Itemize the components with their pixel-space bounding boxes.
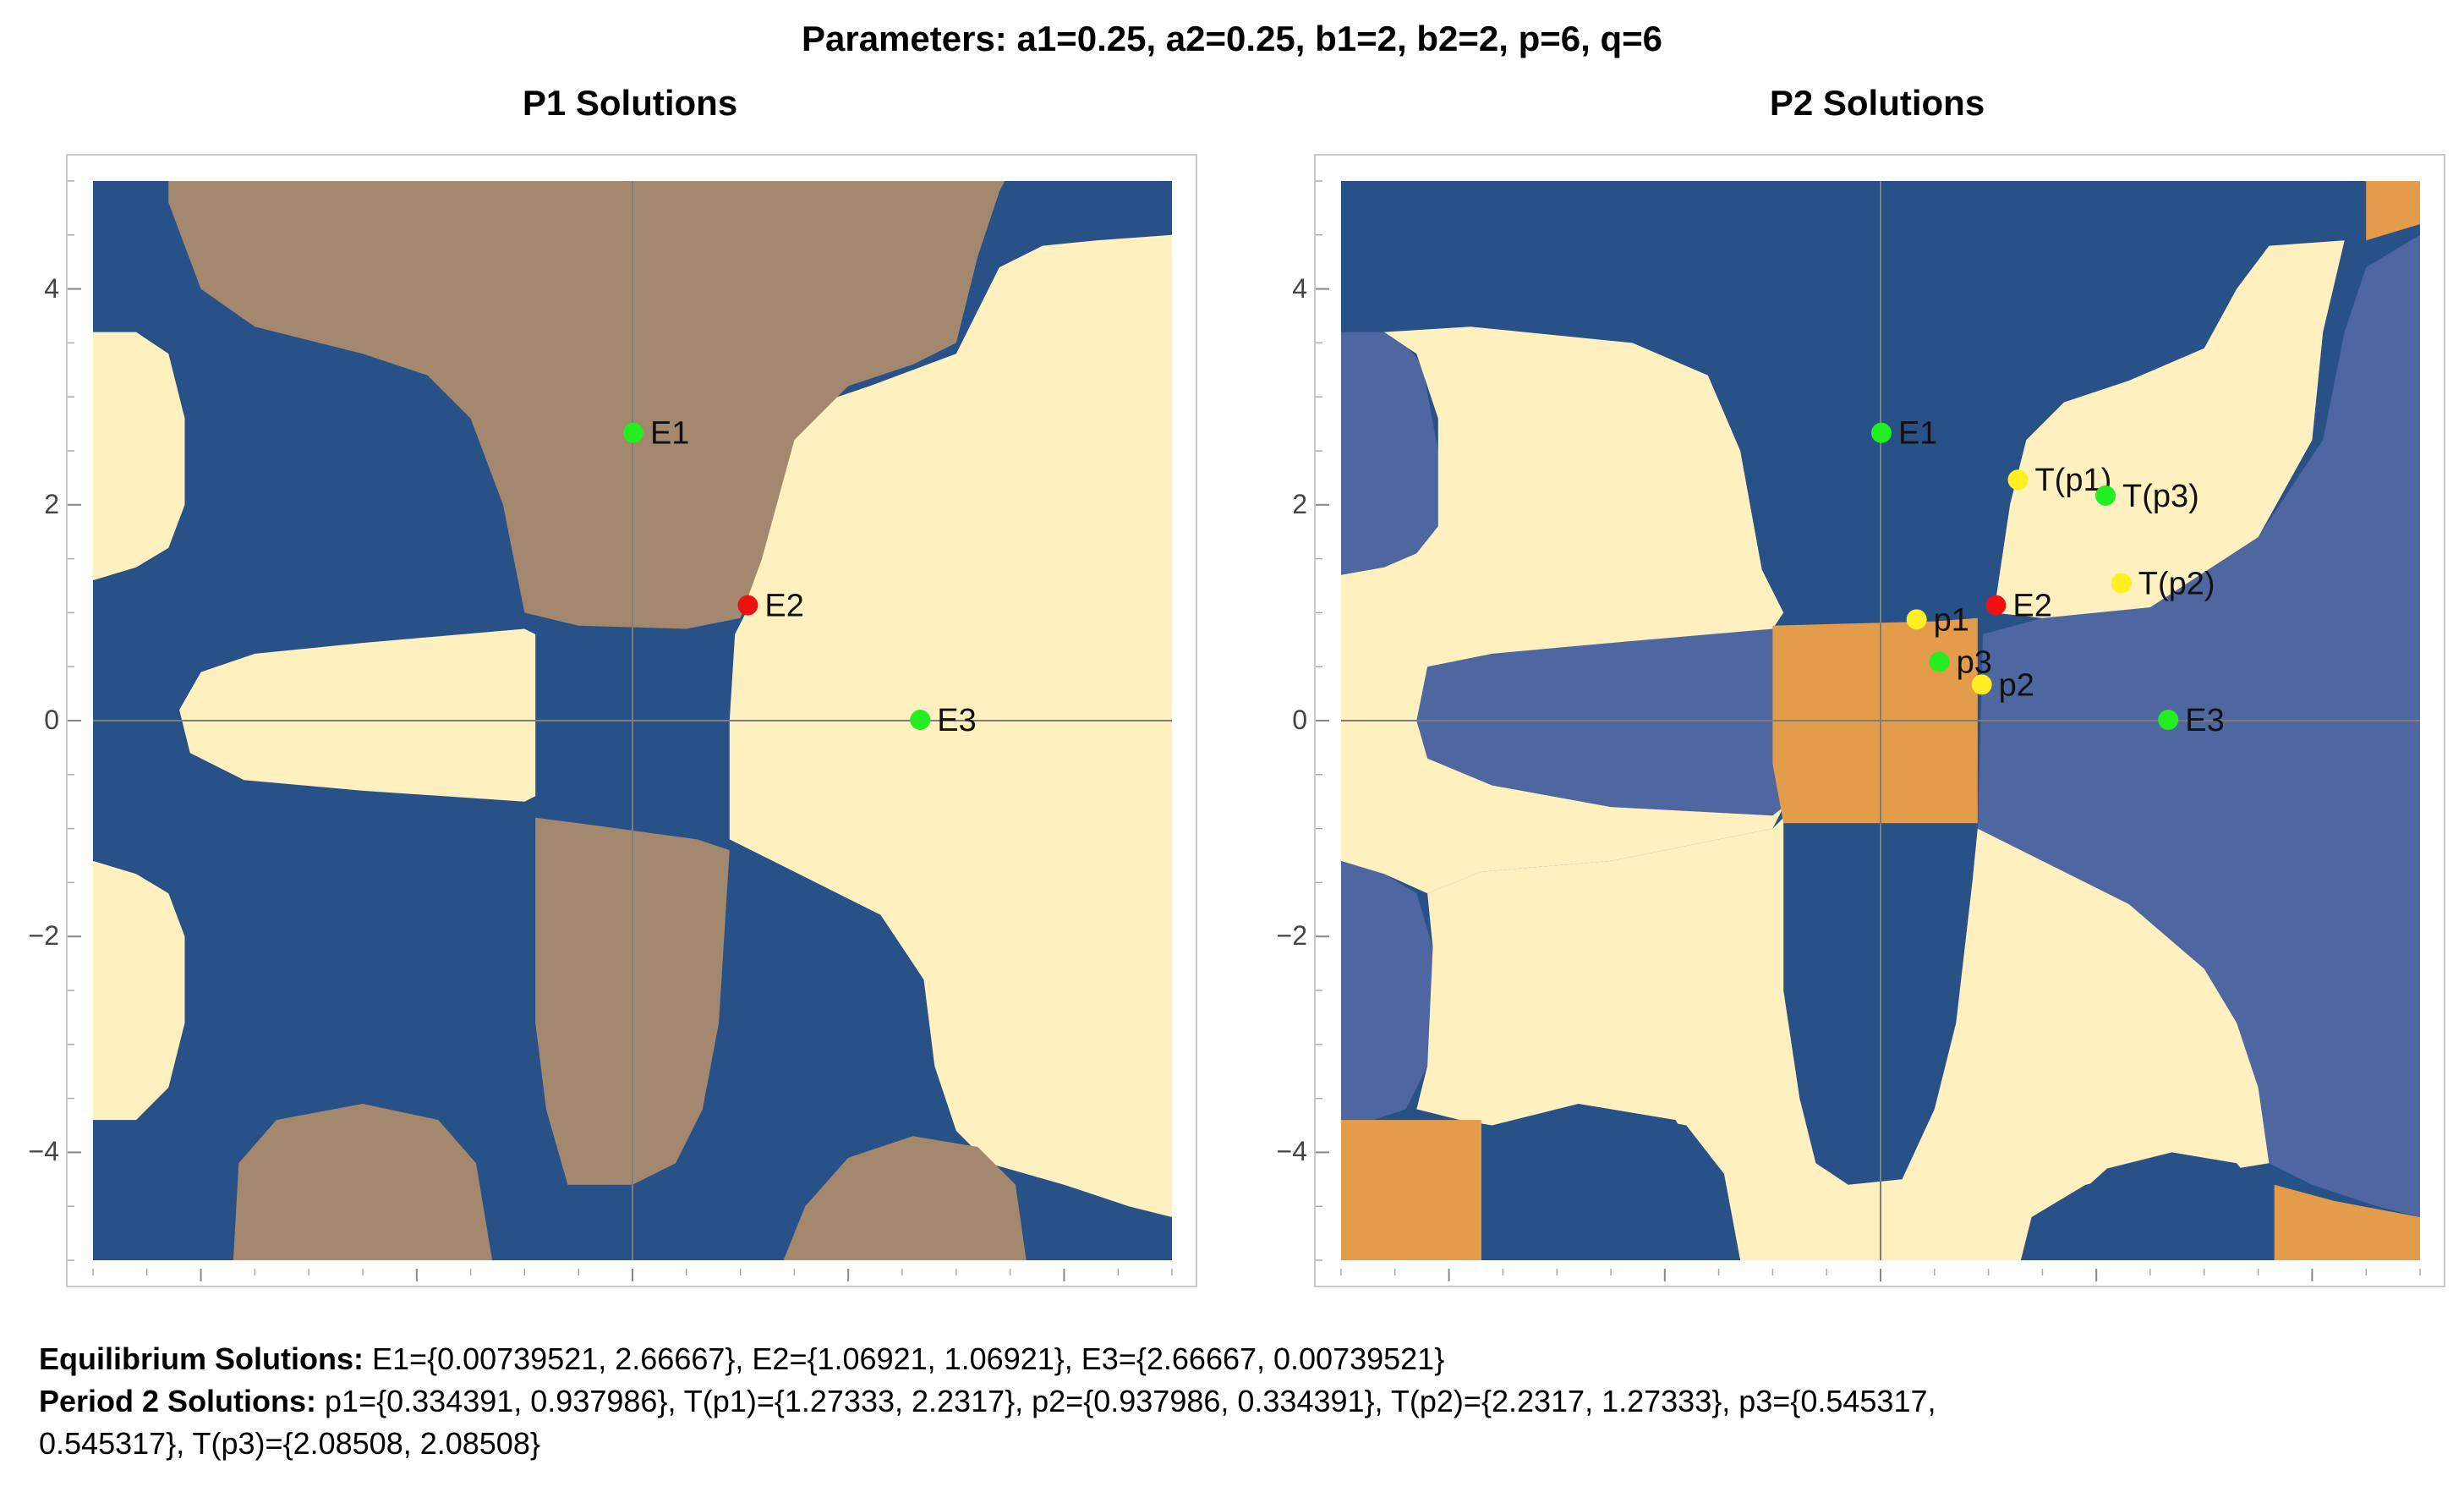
slate-region <box>1341 332 1438 575</box>
point-e3 <box>910 710 931 731</box>
cream-region <box>729 234 1172 1217</box>
point-label: p2 <box>1999 667 2034 703</box>
cream-region <box>93 332 185 581</box>
darkblue-region <box>1481 1109 1741 1260</box>
point-e3 <box>2158 710 2179 731</box>
point-p1 <box>1906 609 1927 630</box>
y-tick-label: 2 <box>44 488 59 519</box>
solution-points: E1 E2 E3 <box>622 416 977 738</box>
period2-caption: Period 2 Solutions: p1={0.334391, 0.9379… <box>39 1380 2423 1423</box>
period2-caption-label: Period 2 Solutions: <box>39 1384 317 1418</box>
y-tick-label: −2 <box>28 920 59 952</box>
point-p2 <box>1971 674 1992 695</box>
point-label: T(p3) <box>2122 479 2199 514</box>
p1-plot-title: P1 Solutions <box>522 83 738 123</box>
y-tick-label: 4 <box>44 272 59 304</box>
period2-caption-text-line2: 0.545317}, T(p3)={2.08508, 2.08508} <box>39 1426 540 1461</box>
equilibrium-caption: Equilibrium Solutions: E1={0.00739521, 2… <box>39 1338 2423 1380</box>
darkblue-region <box>2031 1152 2275 1260</box>
period2-caption-line2: 0.545317}, T(p3)={2.08508, 2.08508} <box>39 1423 2423 1465</box>
cream-region <box>1341 326 1784 894</box>
cream-region <box>1416 817 2270 1260</box>
tan-region <box>168 181 1005 629</box>
orange-region <box>2366 181 2420 241</box>
figure-title: Parameters: a1=0.25, a2=0.25, b1=2, b2=2… <box>801 19 1663 58</box>
slate-region <box>1416 628 1784 816</box>
y-tick-label: 2 <box>1292 488 1307 519</box>
point-label: E2 <box>764 589 803 624</box>
point-p3 <box>1929 651 1950 672</box>
y-tick-label: 0 <box>44 705 59 735</box>
period2-caption-text-line1: p1={0.334391, 0.937986}, T(p1)={1.27333,… <box>316 1384 1936 1418</box>
point-label: E1 <box>1898 416 1937 452</box>
point-tp2 <box>2111 573 2132 594</box>
y-tick-label: −4 <box>1276 1136 1307 1167</box>
point-label: E1 <box>650 416 689 452</box>
frame <box>66 154 1197 1287</box>
point-label: E2 <box>2012 589 2051 624</box>
p2-plot-title: P2 Solutions <box>1769 83 1985 123</box>
y-tick-label: −2 <box>1276 920 1307 952</box>
point-tp3 <box>2095 485 2116 506</box>
point-e1 <box>1870 422 1892 443</box>
y-tick-label: 4 <box>1292 272 1307 304</box>
point-e2 <box>1985 595 2007 616</box>
cream-region <box>179 628 536 802</box>
slate-region <box>1977 234 2420 1217</box>
tan-region <box>783 1136 1027 1260</box>
tan-region <box>233 1104 493 1260</box>
point-tp1 <box>2007 469 2029 491</box>
point-label: p3 <box>1957 645 1992 680</box>
orange-region <box>2274 1184 2420 1260</box>
point-label: E3 <box>937 703 976 738</box>
point-label: p1 <box>1934 602 1969 638</box>
equilibrium-caption-text: E1={0.00739521, 2.66667}, E2={1.06921, 1… <box>363 1341 1445 1376</box>
point-label: E3 <box>2185 703 2224 738</box>
point-label: T(p2) <box>2138 567 2215 602</box>
y-tick-label: −4 <box>28 1136 59 1167</box>
y-tick-label: 0 <box>1292 705 1307 735</box>
frame <box>1314 154 2445 1287</box>
point-e1 <box>622 422 643 443</box>
equilibrium-caption-label: Equilibrium Solutions: <box>39 1341 364 1376</box>
cream-region <box>93 860 185 1121</box>
slate-region <box>1341 860 1433 1121</box>
point-e2 <box>737 595 758 616</box>
orange-region <box>1341 1120 1481 1260</box>
cream-region <box>1994 240 2345 618</box>
